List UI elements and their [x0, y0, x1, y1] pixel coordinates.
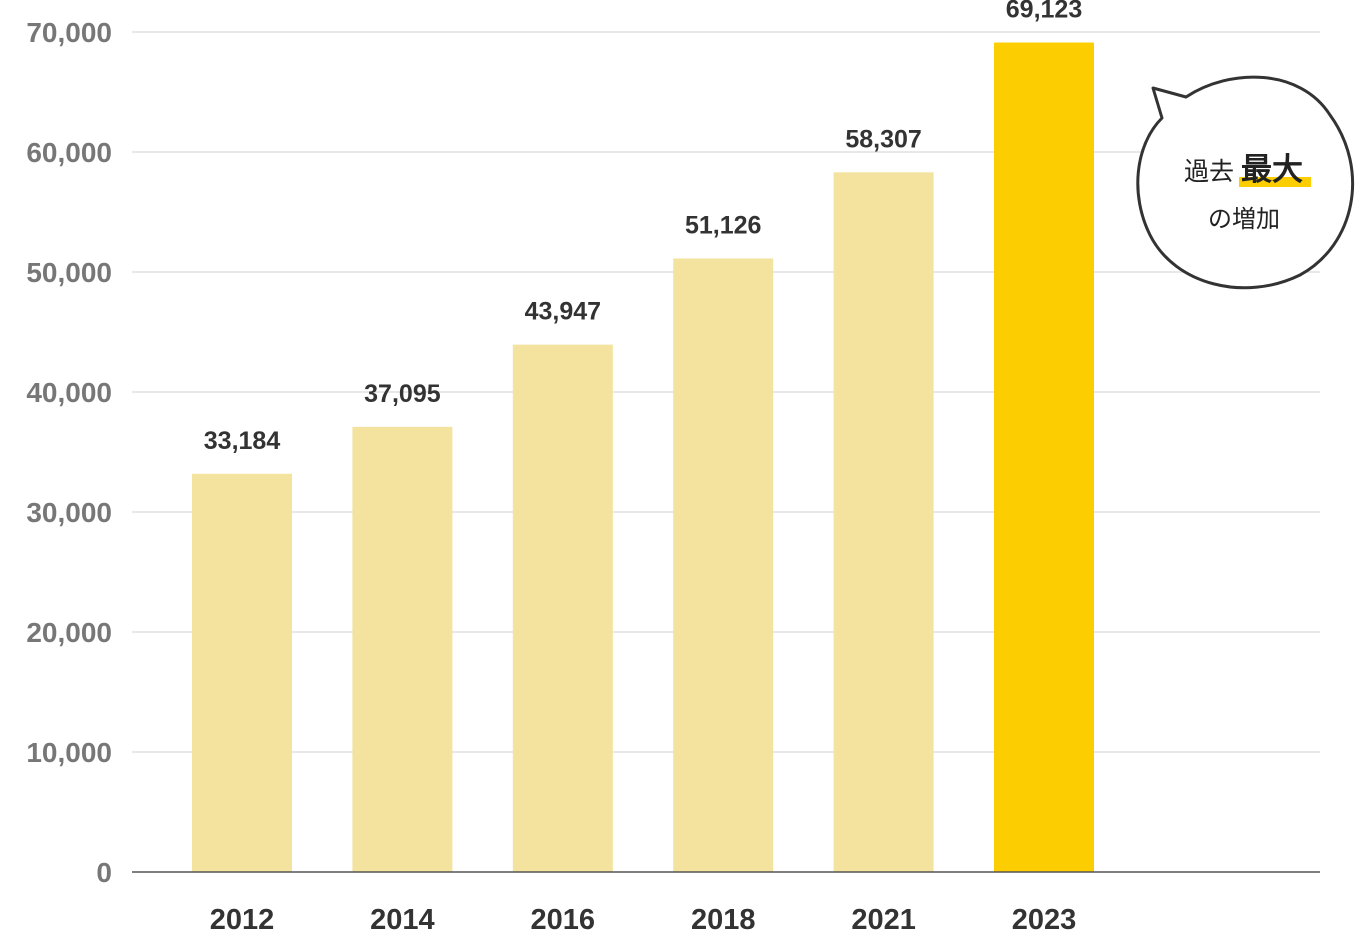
bar-2016: [512, 344, 613, 872]
y-tick-label: 70,000: [26, 17, 112, 48]
bar-2018: [673, 258, 774, 872]
x-tick-label-2014: 2014: [370, 904, 435, 936]
y-tick-label: 20,000: [26, 617, 112, 648]
y-tick-label: 30,000: [26, 497, 112, 528]
emphasis-underline: [1239, 177, 1311, 187]
bar-2014: [352, 426, 453, 872]
x-axis-ticks: 2012 2014 2016 2018 2021 2023: [210, 904, 1077, 936]
y-tick-label: 0: [96, 857, 112, 888]
x-tick-label-2021: 2021: [851, 904, 916, 936]
bar-2021: [833, 172, 934, 873]
x-tick-label-2016: 2016: [531, 904, 596, 936]
x-tick-label-2023: 2023: [1012, 904, 1077, 936]
y-tick-label: 10,000: [26, 737, 112, 768]
annotation-bubble: 過去 最大 の増加: [1136, 75, 1355, 290]
data-label-2018: 51,126: [685, 211, 761, 239]
y-tick-label: 40,000: [26, 377, 112, 408]
data-label-2021: 58,307: [845, 125, 921, 153]
x-tick-label-2018: 2018: [691, 904, 756, 936]
bar-2012: [192, 473, 292, 872]
x-tick-label-2012: 2012: [210, 904, 275, 936]
y-tick-label: 60,000: [26, 137, 112, 168]
data-labels: 33,184 37,095 43,947 51,126 58,307 69,123: [204, 0, 1082, 455]
data-label-2014: 37,095: [364, 380, 441, 408]
data-label-2016: 43,947: [525, 298, 601, 326]
y-tick-label: 50,000: [26, 257, 112, 288]
data-label-2012: 33,184: [204, 427, 281, 455]
y-axis-ticks: 0 10,000 20,000 30,000 40,000 50,000 60,000 70,…: [26, 17, 112, 888]
data-label-2023: 69,123: [1006, 0, 1082, 24]
annotation-line2: の増加: [1208, 205, 1280, 233]
annotation-line1-prefix: 過去: [1184, 157, 1234, 186]
bars: [192, 42, 1094, 873]
bar-2023: [994, 42, 1094, 873]
annotation-line1-emphasis: 最大: [1241, 152, 1303, 188]
